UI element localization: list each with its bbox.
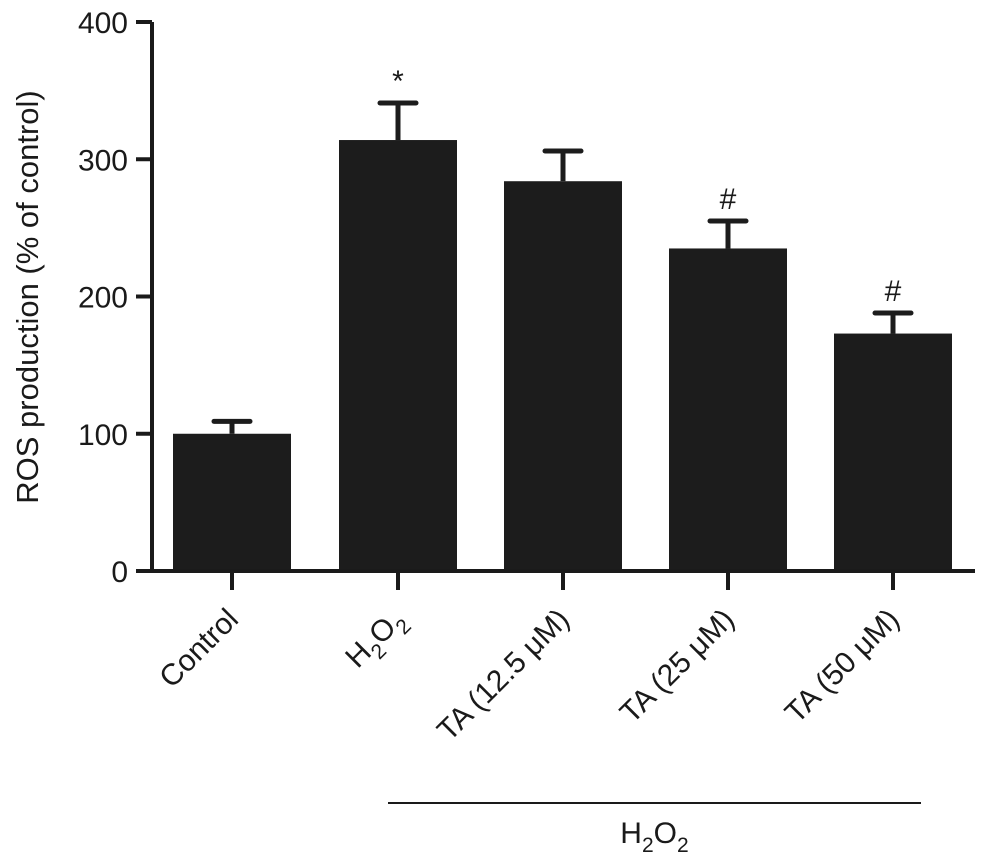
bar-0 xyxy=(173,433,291,571)
error-bars-group xyxy=(211,100,914,434)
bar-2 xyxy=(504,181,622,571)
y-tick-label-3: 300 xyxy=(78,144,128,177)
group-bracket: H2O2 xyxy=(388,802,921,857)
x-category-labels: Control H2O2 TA (12.5 μM) TA (25 μM) TA (50 … xyxy=(153,603,906,748)
bars-group xyxy=(173,140,952,571)
x-category-label-3: TA (25 μM) xyxy=(614,603,741,730)
significance-mark-1: * xyxy=(392,65,404,98)
group-bracket-label: H2O2 xyxy=(620,817,688,857)
x-category-label-4: TA (50 μM) xyxy=(779,603,906,730)
y-tick-label-4: 400 xyxy=(78,7,128,40)
x-category-label-1: H2O2 xyxy=(339,603,416,680)
y-tick-label-0: 0 xyxy=(111,556,128,589)
bar-1 xyxy=(339,140,457,571)
y-tick-label-2: 200 xyxy=(78,282,128,315)
x-category-label-2: TA (12.5 μM) xyxy=(431,603,576,748)
significance-mark-3: # xyxy=(720,183,737,216)
y-tick-labels: 0 100 200 300 400 xyxy=(78,7,128,589)
x-category-label-0: Control xyxy=(153,603,245,695)
bar-3 xyxy=(669,248,787,571)
significance-mark-4: # xyxy=(885,275,902,308)
bar-4 xyxy=(834,333,952,571)
y-tick-label-1: 100 xyxy=(78,419,128,452)
axes-group xyxy=(136,20,975,590)
y-axis-label: ROS production (% of control) xyxy=(10,90,45,504)
significance-annotations: * # # xyxy=(392,65,902,308)
